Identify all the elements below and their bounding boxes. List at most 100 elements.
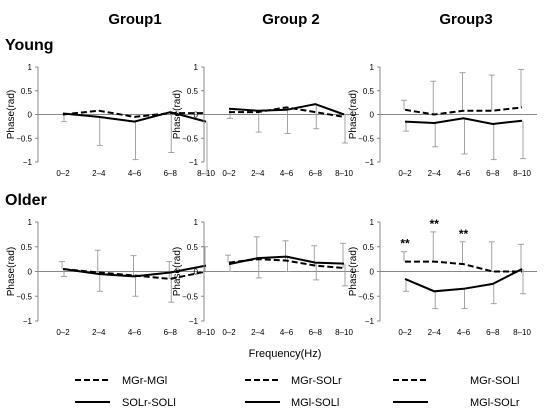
row-title-young: Young <box>5 37 54 54</box>
y-tick-label: 1 <box>28 63 33 72</box>
x-tick-label: 2–4 <box>92 328 106 337</box>
x-tick-label: 0–2 <box>56 169 70 178</box>
series-line-MGl-SOLr <box>404 268 523 293</box>
y-tick-label: −1 <box>365 317 375 326</box>
legend-label-solid-1: SOLr-SOLl <box>122 397 176 409</box>
x-tick-label: 2–4 <box>251 169 265 178</box>
x-tick-label: 0–2 <box>398 169 412 178</box>
series-line-MGr-SOLl <box>405 260 522 273</box>
legend-label-solid-2: MGl-SOLl <box>291 397 339 409</box>
panel-4: 1 0.5 0 −0.5 −1 Phase(rad) 0–2 2–4 4–6 6–8 8–10 <box>6 218 221 337</box>
y-axis-label: Phase(rad) <box>6 90 17 139</box>
x-tick-label: 4–6 <box>457 328 471 337</box>
group-title-1: Group1 <box>108 11 161 28</box>
y-tick-label: 0 <box>370 268 375 277</box>
y-tick-label: −0.5 <box>358 292 374 301</box>
y-tick-label: 0.5 <box>21 87 33 96</box>
significance-marker: ** <box>400 237 410 251</box>
group-title-3: Group3 <box>439 11 492 28</box>
x-tick-label: 0–2 <box>222 328 236 337</box>
y-axis-label: Phase(rad) <box>172 247 183 296</box>
y-tick-label: 0 <box>28 268 33 277</box>
x-tick-label: 0–2 <box>56 328 70 337</box>
y-tick-label: −1 <box>23 158 33 167</box>
x-tick-label: 6–8 <box>486 169 500 178</box>
x-tick-label: 6–8 <box>164 328 178 337</box>
panel-6: 1 0.5 0 −0.5 −1 Phase(rad) 0–2 2–4 4–6 6–8 8–10 ** *… <box>348 217 537 337</box>
legend-label-dashed-1: MGr-MGl <box>122 375 167 387</box>
y-tick-label: 1 <box>370 218 375 227</box>
panel-3: 1 0.5 0 −0.5 −1 Phase(rad) 0–2 2–4 4–6 6–8 8–10 <box>348 63 537 178</box>
panels: 1 0.5 0 −0.5 −1 Phase(rad) 0–2 2–4 4–6 6–8 8–10 1 0.… <box>6 63 537 337</box>
x-tick-label: 8–10 <box>513 328 531 337</box>
series-line-MGr-SOLl <box>404 106 523 116</box>
x-tick-label: 8–10 <box>335 169 353 178</box>
y-tick-label: −1 <box>189 317 199 326</box>
x-tick-label: 2–4 <box>251 328 265 337</box>
y-tick-label: 1 <box>194 218 199 227</box>
x-tick-label: 8–10 <box>197 328 215 337</box>
x-tick-label: 6–8 <box>309 169 323 178</box>
y-tick-label: 0 <box>194 268 199 277</box>
y-tick-label: −0.5 <box>182 134 198 143</box>
x-tick-label: 4–6 <box>280 169 294 178</box>
y-tick-label: 0 <box>370 111 375 120</box>
legend-label-dashed-2: MGr-SOLr <box>291 375 342 387</box>
y-tick-label: −1 <box>23 317 33 326</box>
y-tick-label: 0.5 <box>187 243 199 252</box>
legend-group-2: MGr-SOLr MGl-SOLl <box>245 375 342 409</box>
series-line-SOLr-SOLl <box>62 111 207 123</box>
x-tick-label: 8–10 <box>335 328 353 337</box>
significance-marker: ** <box>430 217 440 231</box>
legend-label-solid-3: MGl-SOLr <box>470 397 520 409</box>
legend-label-dashed-3: MGr-SOLl <box>470 375 520 387</box>
y-tick-label: 0.5 <box>363 243 375 252</box>
y-tick-label: −1 <box>365 158 375 167</box>
series-line-MGr-MGl <box>62 109 206 118</box>
y-tick-label: −0.5 <box>182 292 198 301</box>
x-tick-label: 0–2 <box>398 328 412 337</box>
x-tick-label: 2–4 <box>428 169 442 178</box>
y-tick-label: 1 <box>370 63 375 72</box>
group-title-2: Group 2 <box>262 11 320 28</box>
x-tick-label: 2–4 <box>92 169 106 178</box>
y-tick-label: −1 <box>189 158 199 167</box>
y-tick-label: −0.5 <box>16 134 32 143</box>
x-tick-label: 6–8 <box>164 169 178 178</box>
series-line-MGl-SOLl <box>228 103 345 116</box>
y-tick-label: 1 <box>28 218 33 227</box>
x-tick-label: 6–8 <box>309 328 323 337</box>
x-axis-label: Frequency(Hz) <box>249 348 322 360</box>
row-title-older: Older <box>5 192 47 209</box>
x-tick-label: 8–10 <box>513 169 531 178</box>
series-line-SOLr-SOLl <box>62 264 207 278</box>
y-tick-label: 0.5 <box>187 87 199 96</box>
y-tick-label: −0.5 <box>16 292 32 301</box>
y-axis-label: Phase(rad) <box>348 247 359 296</box>
x-tick-label: 2–4 <box>428 328 442 337</box>
x-tick-label: 4–6 <box>128 328 142 337</box>
y-tick-label: 0.5 <box>363 87 375 96</box>
y-axis-label: Phase(rad) <box>348 90 359 139</box>
y-tick-label: −0.5 <box>358 134 374 143</box>
y-tick-label: 0 <box>194 111 199 120</box>
x-tick-label: 4–6 <box>457 169 471 178</box>
significance-marker: ** <box>459 227 469 241</box>
legend-group-3: MGr-SOLl MGl-SOLr <box>393 375 520 409</box>
x-tick-label: 0–2 <box>222 169 236 178</box>
x-tick-label: 4–6 <box>128 169 142 178</box>
panel-5: 1 0.5 0 −0.5 −1 Phase(rad) 0–2 2–4 4–6 6–8 8–10 <box>172 218 359 337</box>
x-tick-label: 4–6 <box>280 328 294 337</box>
series-line-MGl-SOLr <box>404 117 523 126</box>
series-line-MGl-SOLl <box>228 255 345 266</box>
x-tick-label: 6–8 <box>486 328 500 337</box>
y-tick-label: 0.5 <box>21 243 33 252</box>
series-line-MGr-SOLr <box>229 106 345 118</box>
y-axis-label: Phase(rad) <box>6 247 17 296</box>
legend-group-1: MGr-MGl SOLr-SOLl <box>75 375 176 409</box>
panel-2: 1 0.5 0 −0.5 −1 Phase(rad) 0–2 2–4 4–6 6–8 8–10 <box>172 63 359 178</box>
y-tick-label: 1 <box>194 63 199 72</box>
y-axis-label: Phase(rad) <box>172 90 183 139</box>
